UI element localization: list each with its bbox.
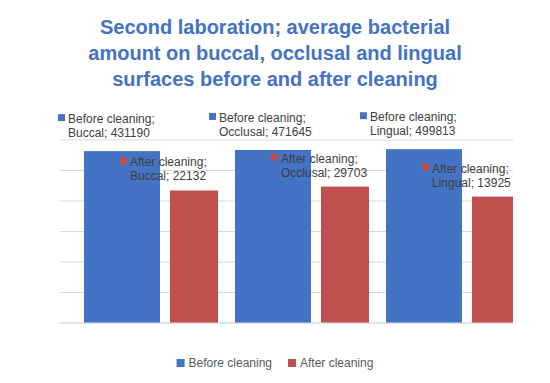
data-label-key xyxy=(360,112,367,119)
legend-key xyxy=(177,359,185,367)
data-label: After cleaning;Lingual; 13925 xyxy=(432,162,511,190)
bars xyxy=(84,149,513,323)
data-label-key xyxy=(422,164,429,171)
data-label-key xyxy=(120,157,127,164)
data-label: Before cleaning;Occlusal; 471645 xyxy=(219,111,312,139)
data-label: Before cleaning;Buccal; 431190 xyxy=(68,112,155,140)
bar xyxy=(321,187,369,323)
legend-label: Before cleaning xyxy=(189,356,272,370)
legend-key xyxy=(288,359,296,367)
bar xyxy=(472,197,513,323)
chart: Second laboration; average bacterialamou… xyxy=(0,0,550,383)
data-label: After cleaning;Occlusal; 29703 xyxy=(281,152,367,180)
data-label: After cleaning;Buccal; 22132 xyxy=(130,155,207,183)
legend-label: After cleaning xyxy=(300,356,373,370)
chart-title: Second laboration; average bacterialamou… xyxy=(88,16,461,90)
grid-line xyxy=(60,323,513,324)
x-axis xyxy=(60,323,513,324)
data-label-key xyxy=(209,113,216,120)
data-label: Before cleaning;Lingual; 499813 xyxy=(370,110,457,138)
data-label-key xyxy=(271,154,278,161)
data-label-key xyxy=(58,114,65,121)
bar xyxy=(170,190,218,323)
